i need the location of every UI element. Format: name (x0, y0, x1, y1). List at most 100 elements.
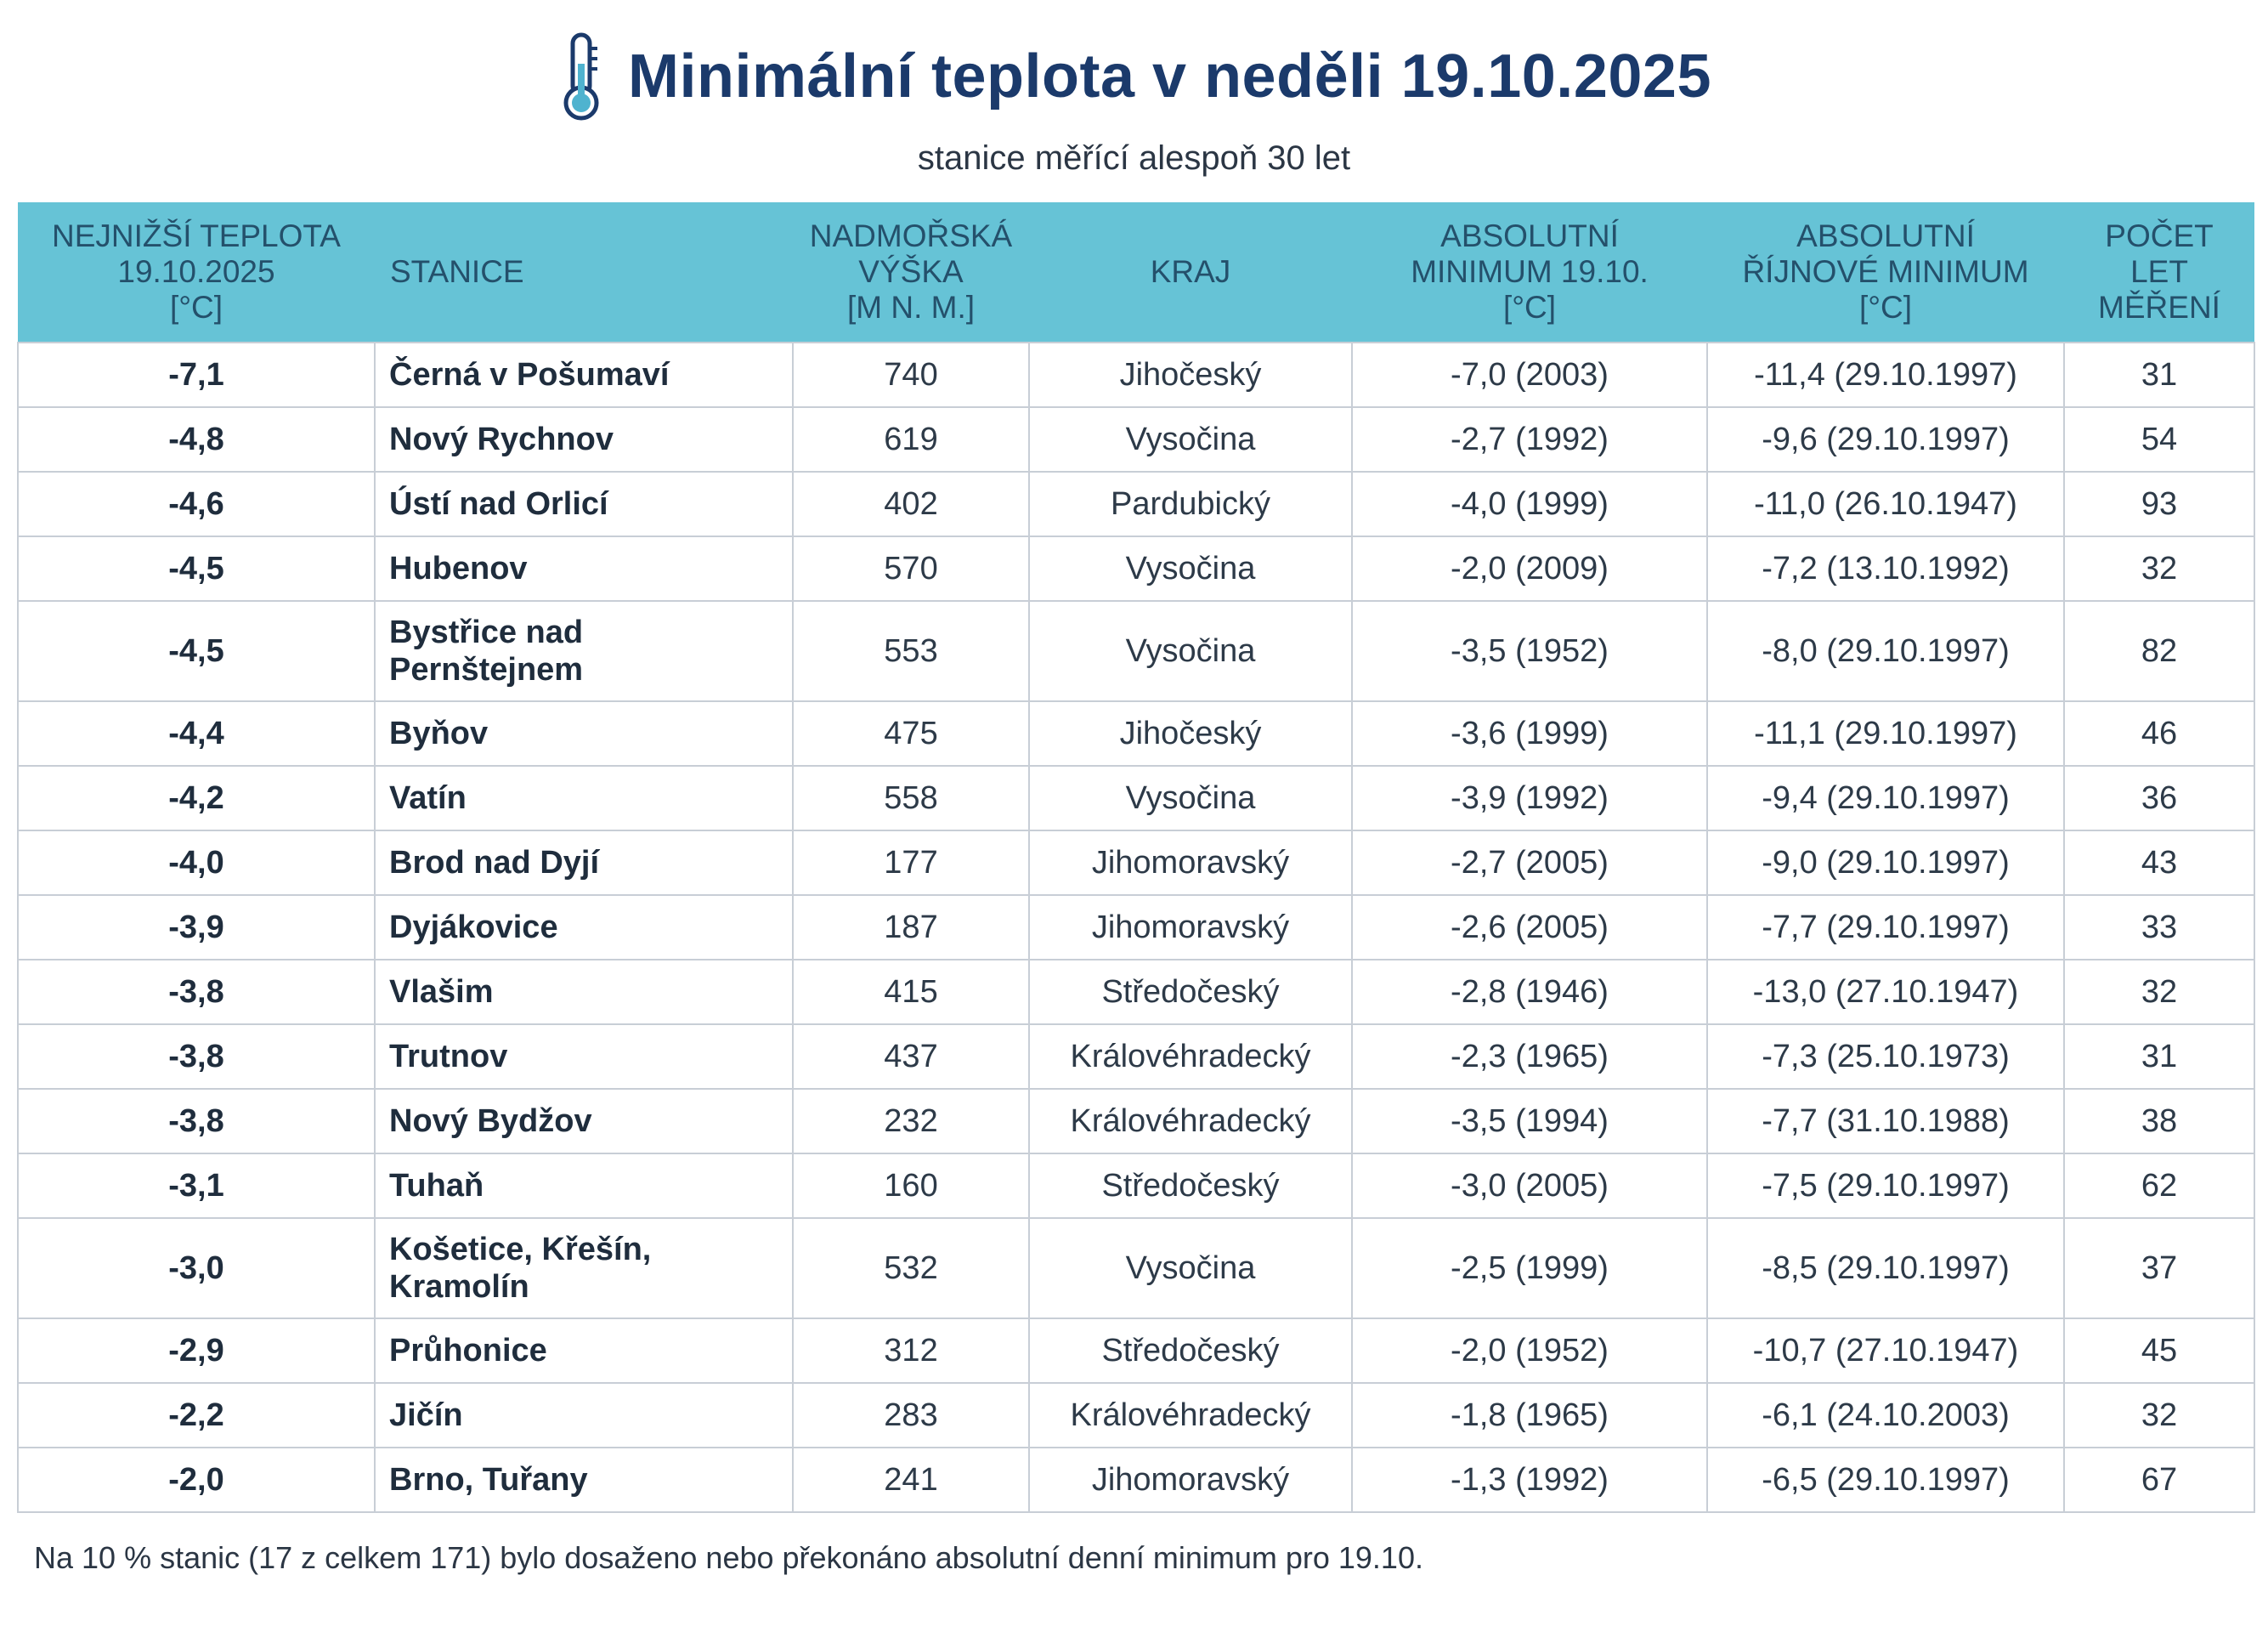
region-cell: Středočeský (1028, 1153, 1353, 1219)
abs-min-day-cell: -2,7 (1992) (1351, 406, 1708, 473)
years-cell: 32 (2063, 1382, 2255, 1448)
table-row: -3,8 Nový Bydžov 232 Královéhradecký -3,5 (1… (17, 1088, 2255, 1154)
station-cell: Košetice, Křešín, Kramolín (374, 1217, 794, 1319)
abs-min-october-cell: -7,7 (31.10.1988) (1706, 1088, 2065, 1154)
abs-min-october-cell: -11,4 (29.10.1997) (1706, 342, 2065, 408)
altitude-cell: 532 (792, 1217, 1030, 1319)
abs-min-october-cell: -10,7 (27.10.1947) (1706, 1318, 2065, 1384)
page-subtitle: stanice měřící alespoň 30 let (917, 139, 1351, 177)
altitude-cell: 619 (792, 406, 1030, 473)
table-row: -7,1 Černá v Pošumaví 740 Jihočeský -7,0 (20… (17, 342, 2255, 408)
page-title: Minimální teplota v neděli 19.10.2025 (628, 42, 1711, 110)
header-abs-min-day: ABSOLUTNÍ MINIMUM 19.10. [°C] (1352, 202, 1707, 343)
station-cell: Ústí nad Orlicí (374, 471, 794, 537)
altitude-cell: 241 (792, 1447, 1030, 1513)
header-years-measured: POČET LET MĚŘENÍ (2064, 202, 2254, 343)
header-region: KRAJ (1029, 202, 1352, 343)
altitude-cell: 177 (792, 830, 1030, 896)
station-cell: Nový Bydžov (374, 1088, 794, 1154)
abs-min-october-cell: -6,1 (24.10.2003) (1706, 1382, 2065, 1448)
region-cell: Královéhradecký (1028, 1382, 1353, 1448)
header-line: KRAJ (1150, 254, 1231, 289)
altitude-cell: 312 (792, 1318, 1030, 1384)
abs-min-october-cell: -9,0 (29.10.1997) (1706, 830, 2065, 896)
region-cell: Pardubický (1028, 471, 1353, 537)
lowest-temp-cell: -3,8 (17, 959, 376, 1025)
lowest-temp-cell: -3,1 (17, 1153, 376, 1219)
years-cell: 33 (2063, 894, 2255, 960)
region-cell: Královéhradecký (1028, 1088, 1353, 1154)
abs-min-october-cell: -6,5 (29.10.1997) (1706, 1447, 2065, 1513)
table-row: -4,6 Ústí nad Orlicí 402 Pardubický -4,0 (19… (17, 471, 2255, 537)
header-line: MINIMUM 19.10. (1411, 254, 1649, 289)
table-row: -3,8 Vlašim 415 Středočeský -2,8 (1946) -13,0… (17, 959, 2255, 1025)
years-cell: 31 (2063, 342, 2255, 408)
abs-min-october-cell: -8,5 (29.10.1997) (1706, 1217, 2065, 1319)
header-line: [m n. m.] (846, 290, 976, 325)
station-cell: Brod nad Dyjí (374, 830, 794, 896)
years-cell: 43 (2063, 830, 2255, 896)
header-line: NADMOŘSKÁ (809, 218, 1013, 253)
header-line: NEJNIŽŠÍ TEPLOTA (52, 218, 341, 253)
station-cell: Nový Rychnov (374, 406, 794, 473)
abs-min-day-cell: -3,6 (1999) (1351, 700, 1708, 767)
header-line: MĚŘENÍ (2098, 290, 2220, 325)
abs-min-october-cell: -7,7 (29.10.1997) (1706, 894, 2065, 960)
region-cell: Jihomoravský (1028, 830, 1353, 896)
station-cell: Brno, Tuřany (374, 1447, 794, 1513)
header-line: STANICE (390, 254, 524, 289)
header-line: [°C] (1502, 290, 1557, 325)
abs-min-day-cell: -3,0 (2005) (1351, 1153, 1708, 1219)
lowest-temp-cell: -4,4 (17, 700, 376, 767)
years-cell: 45 (2063, 1318, 2255, 1384)
region-cell: Vysočina (1028, 536, 1353, 602)
altitude-cell: 558 (792, 765, 1030, 831)
abs-min-october-cell: -13,0 (27.10.1947) (1706, 959, 2065, 1025)
region-cell: Jihočeský (1028, 700, 1353, 767)
years-cell: 32 (2063, 959, 2255, 1025)
header-line: ABSOLUTNÍ (1796, 218, 1975, 253)
lowest-temp-cell: -3,0 (17, 1217, 376, 1319)
abs-min-day-cell: -2,7 (2005) (1351, 830, 1708, 896)
altitude-cell: 553 (792, 600, 1030, 702)
lowest-temp-cell: -4,5 (17, 600, 376, 702)
table-row: -4,2 Vatín 558 Vysočina -3,9 (1992) -9,4 (29.… (17, 765, 2255, 831)
station-cell: Vatín (374, 765, 794, 831)
altitude-cell: 402 (792, 471, 1030, 537)
lowest-temp-cell: -4,0 (17, 830, 376, 896)
station-cell: Byňov (374, 700, 794, 767)
altitude-cell: 415 (792, 959, 1030, 1025)
altitude-cell: 283 (792, 1382, 1030, 1448)
altitude-cell: 232 (792, 1088, 1030, 1154)
lowest-temp-cell: -4,2 (17, 765, 376, 831)
region-cell: Vysočina (1028, 600, 1353, 702)
abs-min-day-cell: -2,0 (2009) (1351, 536, 1708, 602)
abs-min-day-cell: -1,8 (1965) (1351, 1382, 1708, 1448)
table-row: -2,2 Jičín 283 Královéhradecký -1,8 (1965) -6… (17, 1382, 2255, 1448)
altitude-cell: 475 (792, 700, 1030, 767)
abs-min-october-cell: -11,1 (29.10.1997) (1706, 700, 2065, 767)
header-altitude: NADMOŘSKÁ VÝŠKA [m n. m.] (793, 202, 1029, 343)
region-cell: Vysočina (1028, 406, 1353, 473)
station-cell: Průhonice (374, 1318, 794, 1384)
altitude-cell: 570 (792, 536, 1030, 602)
table-row: -4,8 Nový Rychnov 619 Vysočina -2,7 (1992) -9… (17, 406, 2255, 473)
lowest-temp-cell: -3,9 (17, 894, 376, 960)
station-cell: Jičín (374, 1382, 794, 1448)
abs-min-day-cell: -4,0 (1999) (1351, 471, 1708, 537)
lowest-temp-cell: -4,5 (17, 536, 376, 602)
abs-min-day-cell: -7,0 (2003) (1351, 342, 1708, 408)
lowest-temp-cell: -2,9 (17, 1318, 376, 1384)
lowest-temp-cell: -7,1 (17, 342, 376, 408)
header-line: ABSOLUTNÍ (1440, 218, 1619, 253)
region-cell: Jihomoravský (1028, 894, 1353, 960)
table-row: -2,0 Brno, Tuřany 241 Jihomoravský -1,3 (199… (17, 1447, 2255, 1513)
header-line: ŘÍJNOVÉ MINIMUM (1742, 254, 2029, 289)
abs-min-october-cell: -9,4 (29.10.1997) (1706, 765, 2065, 831)
table-row: -3,0 Košetice, Křešín, Kramolín 532 Vysočin… (17, 1217, 2255, 1319)
station-cell: Vlašim (374, 959, 794, 1025)
lowest-temp-cell: -2,0 (17, 1447, 376, 1513)
table-row: -3,8 Trutnov 437 Královéhradecký -2,3 (1965)… (17, 1023, 2255, 1090)
header-line: [°C] (169, 290, 223, 325)
lowest-temp-cell: -3,8 (17, 1088, 376, 1154)
